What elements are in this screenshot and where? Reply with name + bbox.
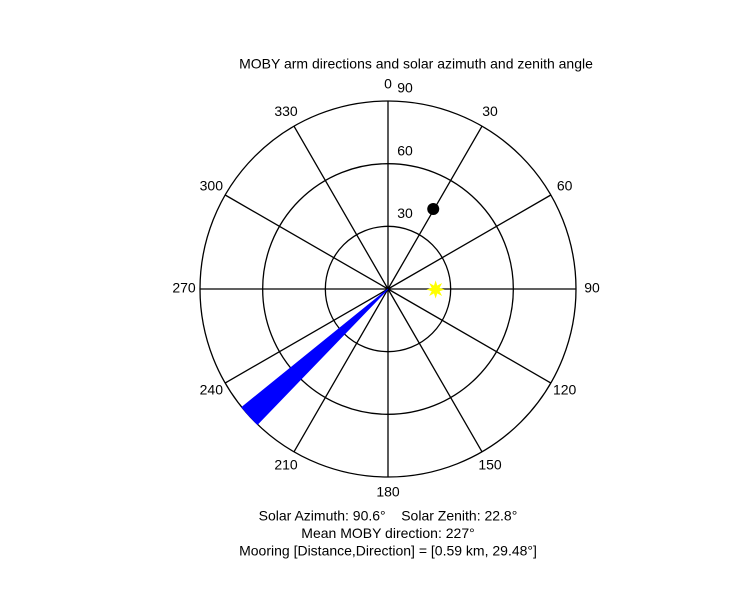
theta-tick-label: 330 bbox=[274, 103, 298, 119]
theta-tick-label: 180 bbox=[376, 484, 400, 500]
theta-tick-label: 240 bbox=[200, 382, 224, 398]
spoke-grid-line bbox=[293, 125, 389, 290]
r-tick-label: 60 bbox=[397, 142, 413, 158]
annotation: Solar Azimuth: 90.6° Solar Zenith: 22.8° bbox=[259, 508, 518, 524]
spoke-grid-line bbox=[387, 288, 552, 384]
point-marker bbox=[427, 202, 440, 215]
spoke-grid-line bbox=[387, 194, 552, 290]
theta-tick-label: 30 bbox=[482, 103, 498, 119]
r-tick-label: 30 bbox=[397, 205, 413, 221]
spoke-grid-line bbox=[387, 288, 483, 453]
spoke-grid-line bbox=[224, 194, 389, 290]
arm-wedge bbox=[241, 288, 389, 425]
theta-tick-label: 270 bbox=[172, 280, 196, 296]
theta-tick-label: 120 bbox=[553, 382, 577, 398]
ring-grid-line bbox=[324, 225, 452, 353]
point-marker bbox=[426, 280, 445, 299]
theta-tick-label: 150 bbox=[478, 456, 502, 472]
theta-tick-label: 60 bbox=[557, 178, 573, 194]
annotation: Mooring [Distance,Direction] = [0.59 km,… bbox=[239, 543, 537, 559]
ring-grid-line bbox=[199, 100, 577, 478]
annotation: Mean MOBY direction: 227° bbox=[301, 525, 474, 541]
theta-tick-label: 300 bbox=[200, 178, 224, 194]
spoke-grid-line bbox=[224, 288, 389, 384]
theta-tick-label: 210 bbox=[274, 456, 298, 472]
r-tick-label: 90 bbox=[397, 80, 413, 96]
theta-tick-label: 90 bbox=[584, 280, 600, 296]
chart-title: MOBY arm directions and solar azimuth an… bbox=[239, 56, 593, 72]
spoke-grid-line bbox=[293, 288, 389, 453]
theta-tick-label: 0 bbox=[384, 76, 392, 92]
ring-grid-line bbox=[262, 163, 514, 415]
